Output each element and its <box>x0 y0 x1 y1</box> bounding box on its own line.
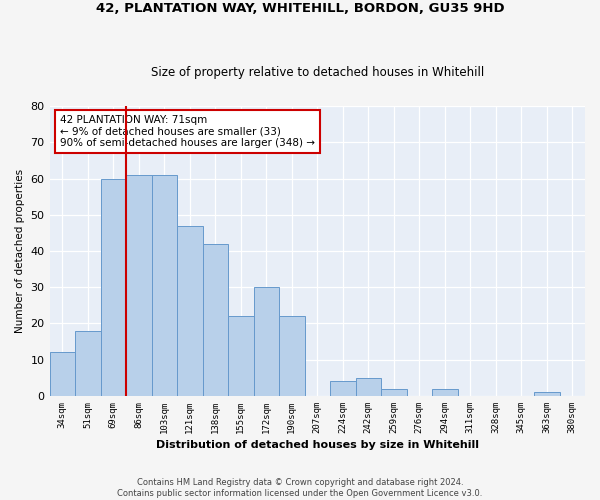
Text: 42, PLANTATION WAY, WHITEHILL, BORDON, GU35 9HD: 42, PLANTATION WAY, WHITEHILL, BORDON, G… <box>95 2 505 16</box>
Bar <box>101 178 126 396</box>
Bar <box>50 352 75 396</box>
Bar <box>381 388 407 396</box>
Bar <box>279 316 305 396</box>
Bar <box>126 175 152 396</box>
Bar <box>75 330 101 396</box>
Bar <box>330 382 356 396</box>
Bar <box>534 392 560 396</box>
Bar <box>228 316 254 396</box>
Text: Contains HM Land Registry data © Crown copyright and database right 2024.
Contai: Contains HM Land Registry data © Crown c… <box>118 478 482 498</box>
Bar <box>203 244 228 396</box>
Title: Size of property relative to detached houses in Whitehill: Size of property relative to detached ho… <box>151 66 484 78</box>
Bar <box>432 388 458 396</box>
Y-axis label: Number of detached properties: Number of detached properties <box>15 169 25 333</box>
Bar <box>254 287 279 396</box>
Bar <box>152 175 177 396</box>
Text: 42 PLANTATION WAY: 71sqm
← 9% of detached houses are smaller (33)
90% of semi-de: 42 PLANTATION WAY: 71sqm ← 9% of detache… <box>60 115 315 148</box>
X-axis label: Distribution of detached houses by size in Whitehill: Distribution of detached houses by size … <box>156 440 479 450</box>
Bar <box>356 378 381 396</box>
Bar <box>177 226 203 396</box>
